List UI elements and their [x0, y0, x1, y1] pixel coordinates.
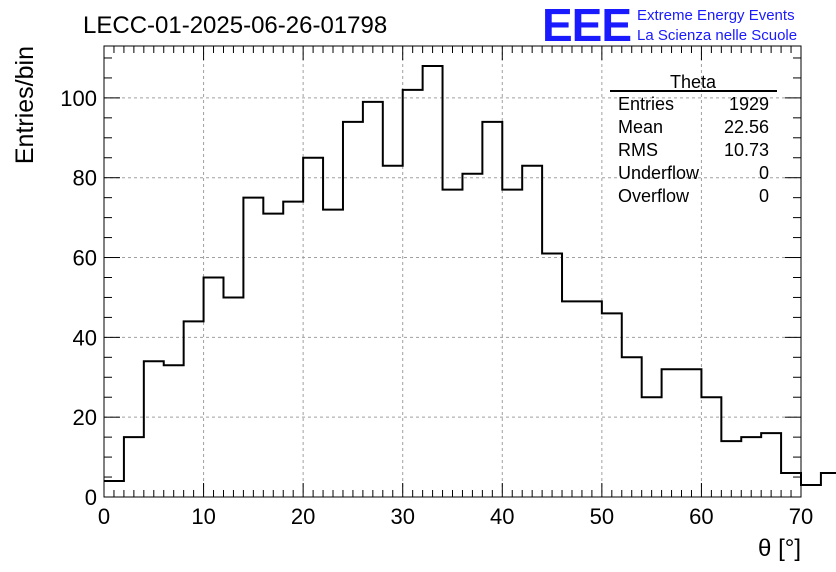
logo-line-1: Extreme Energy Events	[637, 7, 795, 24]
x-tick-label: 50	[590, 504, 614, 529]
histogram-title: LECC-01-2025-06-26-01798	[83, 12, 387, 39]
x-tick-label: 40	[490, 504, 514, 529]
x-tick-label: 70	[789, 504, 813, 529]
stats-label: Underflow	[618, 163, 700, 183]
y-tick-label: 100	[60, 86, 97, 111]
stats-label: Mean	[618, 117, 663, 137]
y-tick-label: 20	[73, 405, 97, 430]
stats-value: 0	[759, 163, 769, 183]
y-axis-label: Entries/bin	[11, 46, 39, 164]
stats-label: Entries	[618, 94, 674, 114]
axis-ticks	[103, 46, 802, 498]
logo-line-2: La Scienza nelle Scuole	[637, 27, 797, 44]
tick-labels: 0 10 20 30 40 50 60 70 0 20 40 60 80 100	[60, 86, 813, 529]
stats-title: Theta	[670, 72, 717, 92]
x-tick-label: 60	[689, 504, 713, 529]
y-tick-label: 80	[73, 166, 97, 191]
y-tick-label: 0	[85, 485, 97, 510]
stats-value: 1929	[729, 94, 769, 114]
stats-value: 0	[759, 186, 769, 206]
x-tick-label: 0	[98, 504, 110, 529]
y-tick-label: 60	[73, 246, 97, 271]
x-tick-label: 30	[390, 504, 414, 529]
x-axis-label: θ [°]	[758, 535, 801, 562]
stats-value: 22.56	[724, 117, 769, 137]
stats-label: Overflow	[618, 186, 690, 206]
x-tick-label: 10	[191, 504, 215, 529]
eee-logo: EEE	[542, 0, 631, 51]
stats-box: Theta Entries 1929 Mean 22.56 RMS 10.73 Underf…	[610, 72, 777, 206]
y-tick-label: 40	[73, 325, 97, 350]
plot-frame	[103, 45, 802, 498]
stats-label: RMS	[618, 140, 658, 160]
grid-lines	[104, 46, 801, 497]
stats-value: 10.73	[724, 140, 769, 160]
x-tick-label: 20	[291, 504, 315, 529]
histogram-outline	[104, 64, 836, 487]
